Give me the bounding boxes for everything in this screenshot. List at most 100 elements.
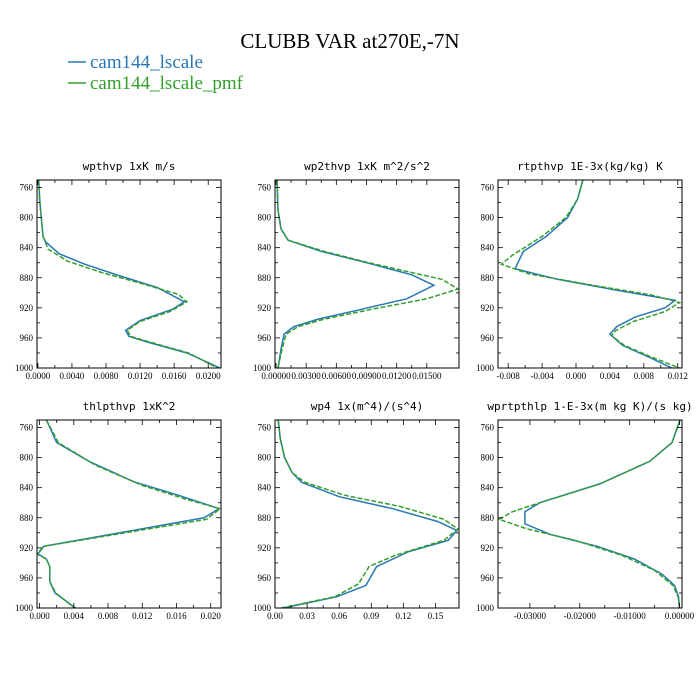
panel-5: wp4 1x(m^4)/(s^4)76080084088092096010000… xyxy=(253,400,460,621)
y-tick-label: 1000 xyxy=(15,363,34,373)
series-line-cam144-lscale xyxy=(37,420,221,608)
y-tick-label: 760 xyxy=(20,423,34,433)
y-tick-label: 880 xyxy=(20,273,34,283)
y-tick-label: 1000 xyxy=(253,363,272,373)
y-tick-label: 760 xyxy=(258,183,272,193)
panel-6: wprtpthlp 1-E-3x(m kg K)/(s kg) 760 800 840… xyxy=(476,400,695,621)
y-tick-label: 840 xyxy=(258,243,272,253)
y-tick-label: 800 xyxy=(258,453,272,463)
panel-title: wp2thvp 1xK m^2/s^2 xyxy=(304,160,430,173)
x-tick-label: 0.00900 xyxy=(352,371,382,381)
y-tick-label: 760 xyxy=(481,423,495,433)
series-line-cam144-lscale-pmf xyxy=(276,180,459,368)
y-tick-label: 760 xyxy=(481,183,495,193)
panel-title: wprtpthlp 1-E-3x(m kg K)/(s kg) xyxy=(487,400,692,413)
panel-title: wpthvp 1xK m/s xyxy=(83,160,176,173)
panels-group: wpthvp 1xK m/s76080084088092096010000.00… xyxy=(15,160,695,621)
panel-2: wp2thvp 1xK m^2/s^2 760 800 840 880 920 960 100… xyxy=(253,160,460,381)
y-tick-label: 880 xyxy=(258,273,272,283)
plot-frame xyxy=(274,419,460,609)
y-tick-label: 960 xyxy=(481,333,495,343)
x-tick-label: 0.03 xyxy=(299,611,315,621)
y-tick-label: 800 xyxy=(481,453,495,463)
series-line-cam144-lscale xyxy=(276,180,436,368)
y-tick-label: 1000 xyxy=(15,603,34,613)
y-tick-label: 1000 xyxy=(476,363,495,373)
y-tick-label: 880 xyxy=(20,513,34,523)
series-line-cam144-lscale-pmf xyxy=(499,180,682,368)
y-tick-label: 960 xyxy=(20,573,34,583)
x-tick-label: 0.09 xyxy=(363,611,379,621)
x-tick-label: 0.00000 xyxy=(261,371,291,381)
plot-frame xyxy=(36,419,222,609)
y-tick-label: 1000 xyxy=(253,603,272,613)
x-tick-label: 0.00300 xyxy=(292,371,322,381)
y-tick-label: 880 xyxy=(481,273,495,283)
x-tick-label: 0.012 xyxy=(668,371,688,381)
y-tick-label: 840 xyxy=(258,483,272,493)
plot-frame xyxy=(497,179,683,369)
x-tick-label: 0.15 xyxy=(428,611,444,621)
x-tick-label: -0.03000 xyxy=(514,611,547,621)
x-tick-label: 0.000 xyxy=(29,611,50,621)
y-tick-label: 920 xyxy=(20,303,34,313)
y-tick-label: 840 xyxy=(481,483,495,493)
y-tick-label: 920 xyxy=(481,543,495,553)
legend-label-cam144-lscale: cam144_lscale xyxy=(90,52,203,73)
x-tick-label: 0.00 xyxy=(267,611,283,621)
panel-3: rtpthvp 1E-3x(kg/kg) K 760 800 840 880 920 960… xyxy=(476,160,688,381)
x-tick-label: -0.008 xyxy=(497,371,521,381)
x-tick-label: 0.016 xyxy=(166,611,187,621)
y-tick-label: 800 xyxy=(481,213,495,223)
legend-label-cam144-lscale-pmf: cam144_lscale_pmf xyxy=(90,73,244,94)
panel-title: thlpthvp 1xK^2 xyxy=(83,400,176,413)
x-tick-label: 0.0000 xyxy=(25,371,50,381)
x-tick-label: 0.00000 xyxy=(665,611,695,621)
series-line-cam144-lscale xyxy=(524,420,681,608)
series-line-cam144-lscale xyxy=(277,420,459,608)
y-tick-label: 880 xyxy=(258,513,272,523)
x-tick-label: -0.01000 xyxy=(614,611,647,621)
y-tick-label: 840 xyxy=(20,243,34,253)
series-line-cam144-lscale xyxy=(37,180,221,368)
figure-title: CLUBB VAR at270E,-7N xyxy=(240,29,459,53)
plot-frame xyxy=(497,419,683,609)
series-line-cam144-lscale-pmf xyxy=(277,420,459,608)
x-tick-label: 0.0080 xyxy=(94,371,119,381)
plot-frame xyxy=(36,179,222,369)
x-tick-label: 0.008 xyxy=(634,371,655,381)
x-tick-label: 0.004 xyxy=(600,371,621,381)
y-tick-label: 760 xyxy=(258,423,272,433)
y-tick-label: 800 xyxy=(20,453,34,463)
y-tick-label: 1000 xyxy=(476,603,495,613)
y-tick-label: 800 xyxy=(258,213,272,223)
x-tick-label: 0.01500 xyxy=(412,371,442,381)
y-tick-label: 920 xyxy=(481,303,495,313)
x-tick-label: 0.004 xyxy=(64,611,85,621)
x-tick-label: -0.02000 xyxy=(564,611,597,621)
series-line-cam144-lscale-pmf xyxy=(37,180,218,368)
y-tick-label: 960 xyxy=(258,333,272,343)
y-tick-label: 960 xyxy=(258,573,272,583)
y-tick-label: 920 xyxy=(20,543,34,553)
y-tick-label: 840 xyxy=(20,483,34,493)
y-tick-label: 960 xyxy=(481,573,495,583)
series-line-cam144-lscale xyxy=(513,180,678,368)
y-tick-label: 920 xyxy=(258,543,272,553)
panel-4: thlpthvp 1xK^276080084088092096010000.00… xyxy=(15,400,222,621)
x-tick-label: 0.0200 xyxy=(196,371,221,381)
x-tick-label: 0.0160 xyxy=(162,371,187,381)
x-tick-label: 0.0040 xyxy=(60,371,85,381)
plot-frame xyxy=(274,179,460,369)
x-tick-label: 0.00600 xyxy=(322,371,352,381)
x-tick-label: 0.000 xyxy=(566,371,587,381)
y-tick-label: 880 xyxy=(481,513,495,523)
panel-1: wpthvp 1xK m/s76080084088092096010000.00… xyxy=(15,160,222,381)
y-tick-label: 760 xyxy=(20,183,34,193)
y-tick-label: 800 xyxy=(20,213,34,223)
y-tick-label: 960 xyxy=(20,333,34,343)
y-tick-label: 920 xyxy=(258,303,272,313)
x-tick-label: 0.12 xyxy=(395,611,411,621)
x-tick-label: 0.01200 xyxy=(382,371,412,381)
